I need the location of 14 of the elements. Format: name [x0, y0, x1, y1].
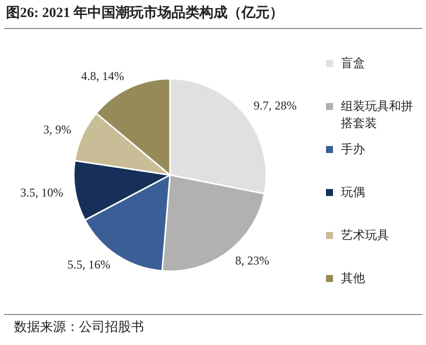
legend-label: 艺术玩具: [341, 227, 389, 244]
source-note: 数据来源：公司招股书: [14, 318, 144, 336]
data-label: 9.7, 28%: [254, 98, 297, 112]
legend-label: 组装玩具和拼搭套装: [341, 98, 414, 132]
data-label: 8, 23%: [235, 254, 270, 268]
legend-label: 其他: [341, 270, 365, 287]
data-label: 3, 9%: [43, 122, 72, 137]
data-label: 3.5, 10%: [20, 185, 64, 200]
data-label: 5.5, 16%: [67, 258, 110, 272]
legend-label: 盲盒: [341, 55, 365, 72]
legend-label: 玩偶: [341, 184, 365, 201]
data-label: 4.8, 14%: [81, 69, 124, 84]
chart-title: 图26: 2021 年中国潮玩市场品类构成（亿元）: [6, 4, 284, 22]
legend-label: 手办: [341, 141, 365, 158]
